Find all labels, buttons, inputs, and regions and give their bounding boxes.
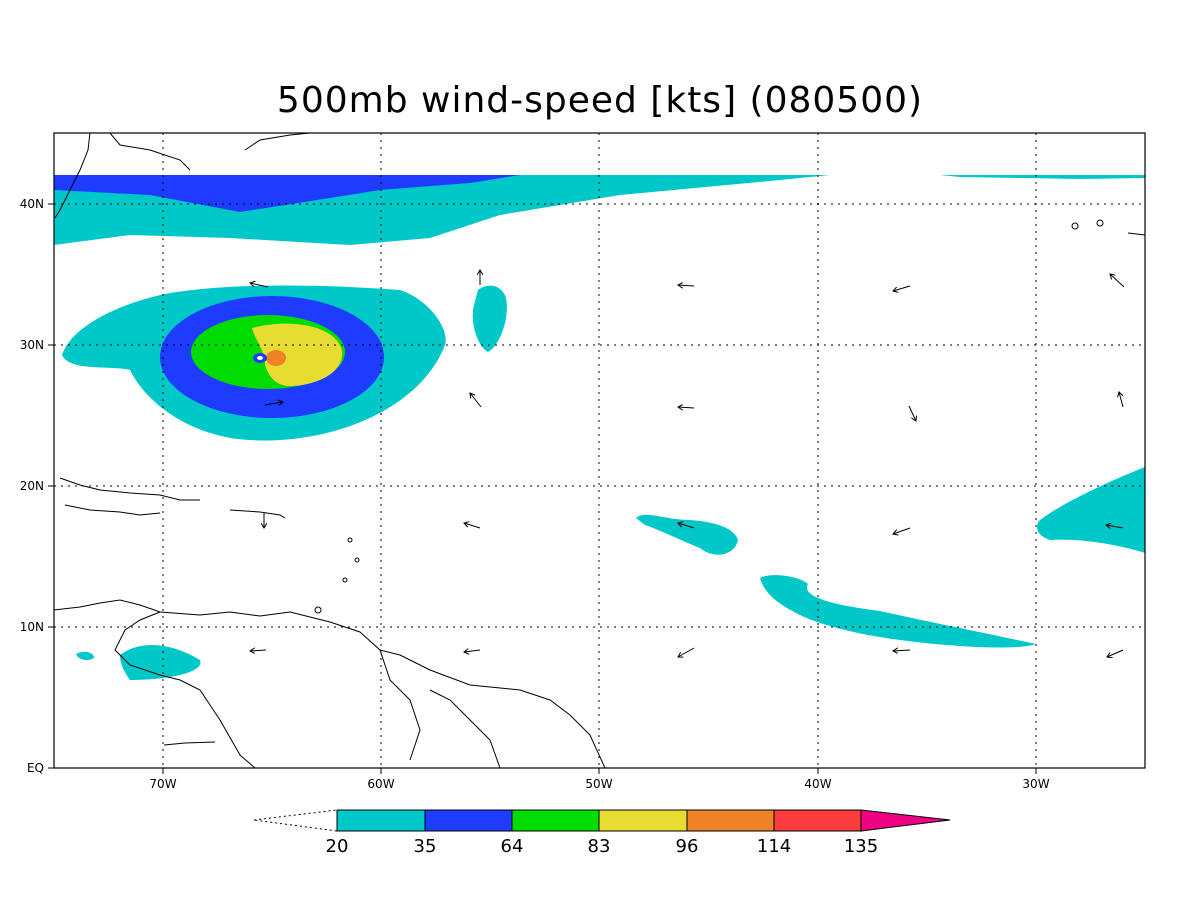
lat-lon-grid bbox=[54, 133, 1145, 768]
lat-tick-label: 20N bbox=[20, 479, 44, 493]
colorbar-segment bbox=[424, 809, 513, 832]
lon-tick-label: 50W bbox=[585, 777, 612, 791]
colorbar-segment bbox=[598, 809, 688, 832]
map-title: 500mb wind-speed [kts] (080500) bbox=[276, 80, 924, 121]
colorbar-low-triangle bbox=[253, 809, 338, 832]
wind-arrow bbox=[1107, 649, 1124, 657]
colorbar-segment bbox=[773, 809, 862, 832]
wind-arrow bbox=[250, 283, 269, 288]
lat-tick-label: EQ bbox=[27, 761, 44, 775]
lon-tick-label: 40W bbox=[804, 777, 831, 791]
colorbar-label: 96 bbox=[676, 836, 699, 857]
colorbar-segment bbox=[336, 809, 426, 832]
colorbar-label: 83 bbox=[588, 836, 611, 857]
colorbar-label: 114 bbox=[757, 836, 791, 857]
colorbar-label: 20 bbox=[326, 836, 349, 857]
tick-marks bbox=[48, 203, 1037, 774]
wind-arrow bbox=[264, 402, 283, 405]
hurricane-core bbox=[62, 285, 446, 441]
wind-arrow bbox=[893, 285, 911, 291]
wind-arrow bbox=[1106, 525, 1124, 528]
wind-arrow bbox=[250, 650, 267, 651]
wind-arrow bbox=[1110, 274, 1125, 288]
colorbar-high-triangle bbox=[860, 809, 951, 832]
lat-tick-labels: 40N 30N 20N 10N EQ bbox=[20, 197, 44, 775]
coastlines bbox=[54, 133, 1145, 768]
plot-area bbox=[54, 133, 1145, 768]
wind-vectors bbox=[250, 270, 1125, 657]
jet-stream-band bbox=[54, 175, 1145, 245]
colorbar-segment bbox=[511, 809, 600, 832]
wind-arrow bbox=[678, 523, 695, 529]
wind-arrow bbox=[464, 523, 481, 529]
wind-arrow bbox=[464, 650, 481, 652]
wind-arrow bbox=[678, 407, 695, 408]
wind-arrow bbox=[893, 650, 911, 651]
lat-tick-label: 10N bbox=[20, 620, 44, 634]
wind-arrow bbox=[908, 405, 916, 421]
wind-arrow bbox=[678, 647, 695, 657]
lon-tick-label: 30W bbox=[1022, 777, 1049, 791]
colorbar-label: 135 bbox=[844, 836, 878, 857]
lat-tick-label: 30N bbox=[20, 338, 44, 352]
lon-tick-label: 60W bbox=[367, 777, 394, 791]
colorbar-label: 35 bbox=[414, 836, 437, 857]
colorbar-label: 64 bbox=[501, 836, 524, 857]
wind-arrow bbox=[893, 527, 911, 534]
wind-arrow bbox=[1119, 392, 1124, 408]
wind-blobs bbox=[76, 285, 1145, 680]
wind-arrow bbox=[470, 393, 482, 408]
color-bar: 20 35 64 83 96 114 135 bbox=[253, 809, 951, 857]
wind-arrow bbox=[678, 285, 695, 286]
lon-tick-labels: 70W 60W 50W 40W 30W bbox=[149, 777, 1049, 791]
lon-tick-label: 70W bbox=[149, 777, 176, 791]
colorbar-segment bbox=[686, 809, 775, 832]
lat-tick-label: 40N bbox=[20, 197, 44, 211]
